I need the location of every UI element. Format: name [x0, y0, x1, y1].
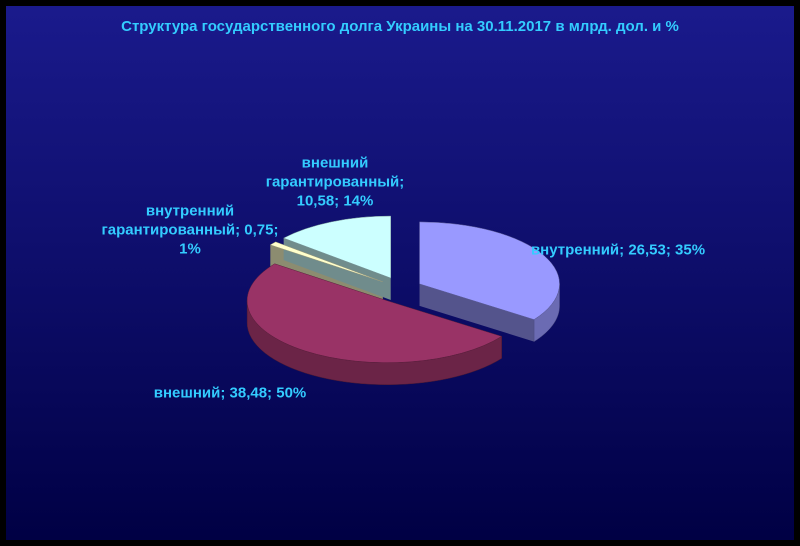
background	[6, 6, 794, 540]
data-label: внешний гарантированный; 10,58; 14%	[265, 154, 405, 210]
slice-wall	[419, 283, 535, 342]
slice	[269, 241, 383, 283]
slice	[246, 263, 503, 363]
slice	[283, 215, 391, 279]
data-label: внешний; 38,48; 50%	[153, 384, 307, 402]
data-label: внутренний; 26,53; 35%	[530, 241, 706, 259]
data-label: внутренний гарантированный; 0,75; 1%	[101, 202, 279, 258]
slice	[419, 221, 560, 320]
chart-title: Структура государственного долга Украины…	[121, 18, 679, 35]
slice-wall	[283, 238, 391, 301]
